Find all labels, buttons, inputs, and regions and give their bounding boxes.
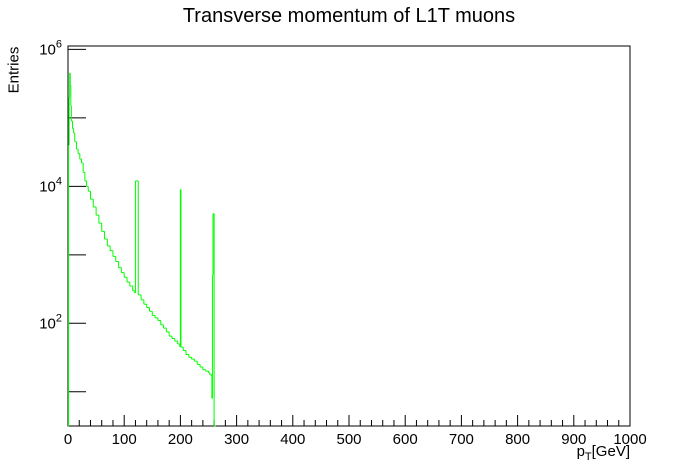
y-tick-label: 106 xyxy=(39,38,62,58)
x-tick-label: 500 xyxy=(336,431,361,448)
x-axis-label-unit: [GeV] xyxy=(591,443,630,460)
x-tick-label: 100 xyxy=(112,431,137,448)
x-tick-label: 700 xyxy=(449,431,474,448)
x-tick-label: 900 xyxy=(561,431,586,448)
x-tick-label: 300 xyxy=(224,431,249,448)
x-tick-label: 400 xyxy=(280,431,305,448)
y-axis-label: Entries xyxy=(5,46,23,94)
x-axis-label-main: p xyxy=(576,443,585,460)
x-tick-label: 600 xyxy=(393,431,418,448)
chart-title: Transverse momentum of L1T muons xyxy=(182,5,516,27)
y-axis: 102 104 106 xyxy=(39,38,86,393)
plot-frame xyxy=(67,45,631,427)
x-axis-label: pT[GeV] xyxy=(577,443,630,463)
x-tick-label: 800 xyxy=(505,431,530,448)
y-tick-label: 102 xyxy=(39,312,62,332)
histogram-bars xyxy=(68,72,216,427)
x-axis-label-subscript: T xyxy=(584,451,592,463)
y-tick-label: 104 xyxy=(39,175,62,195)
x-tick-label: 1000 xyxy=(613,431,646,448)
x-axis: 0 100 200 300 400 500 600 700 800 900 1000 xyxy=(64,415,647,448)
x-tick-label: 0 xyxy=(64,431,72,448)
x-tick-label: 200 xyxy=(168,431,193,448)
